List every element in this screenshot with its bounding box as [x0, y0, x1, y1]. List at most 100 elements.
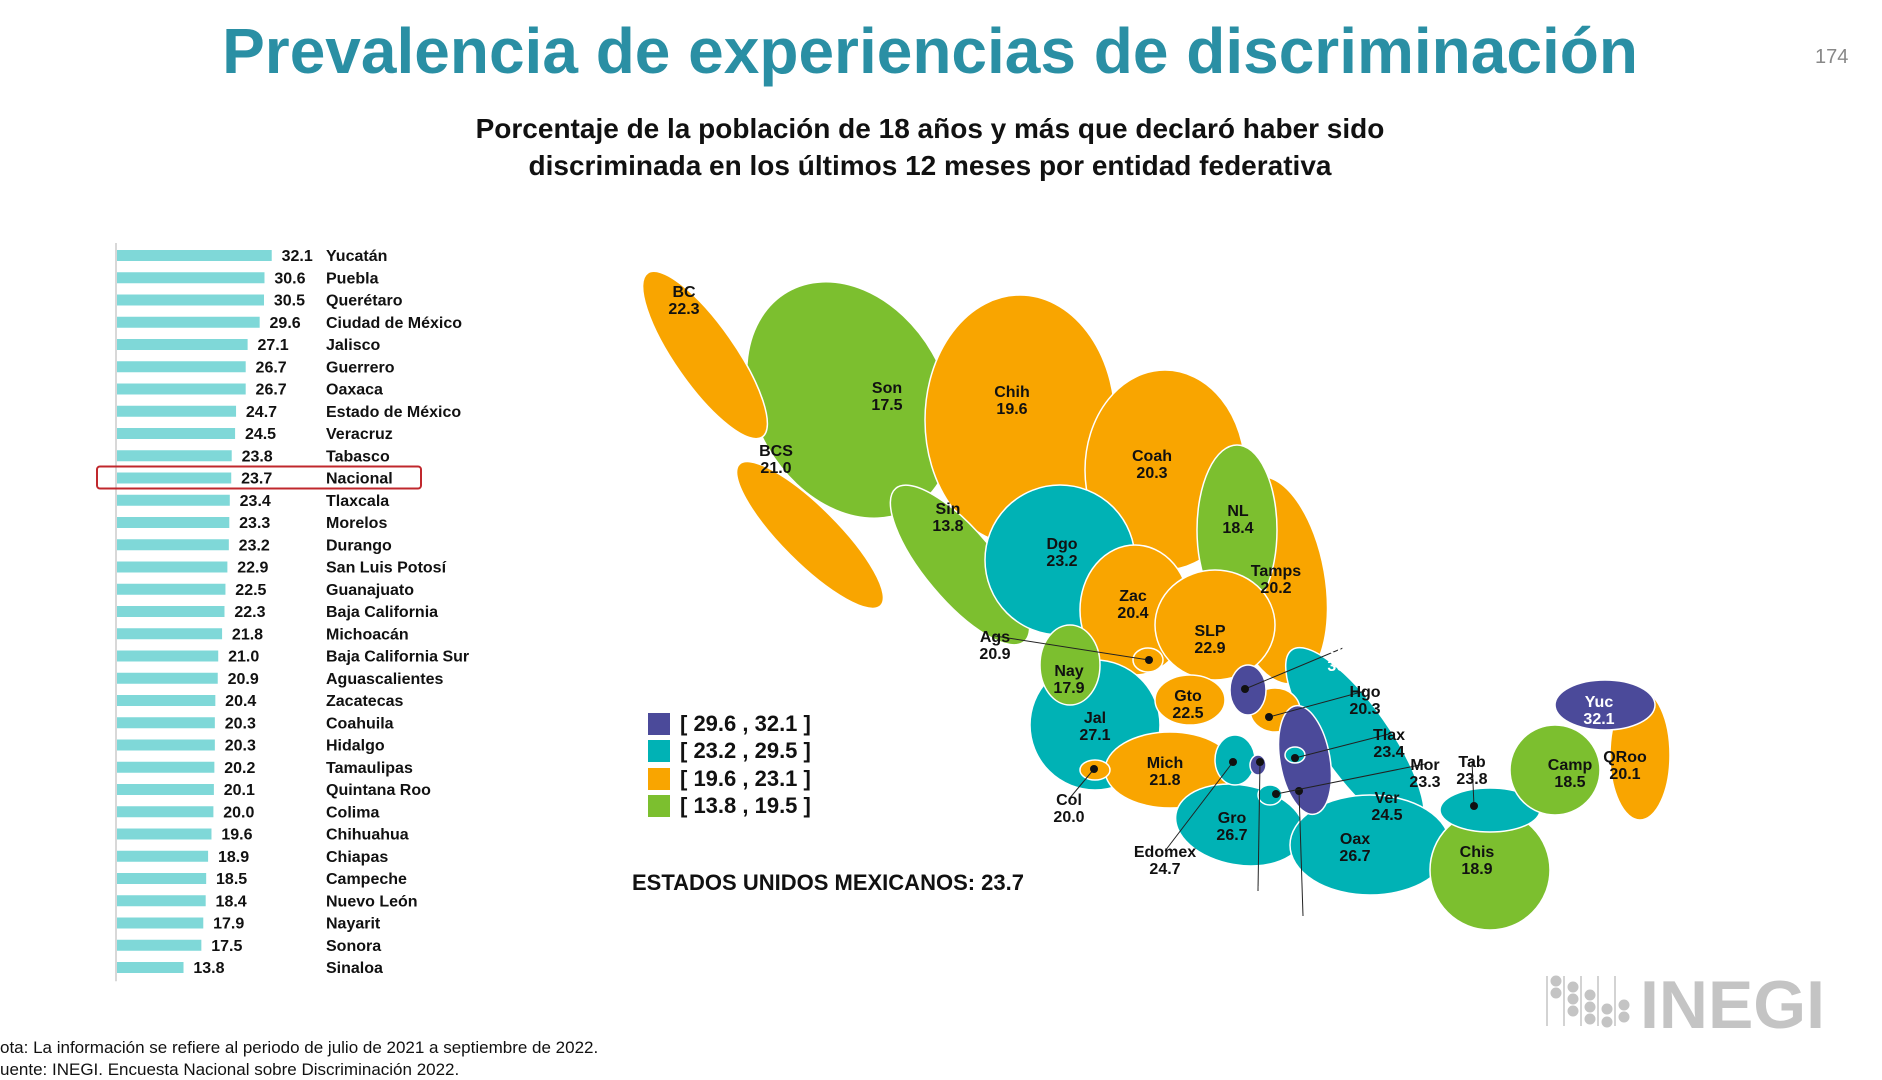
state-value: 30.6	[1287, 926, 1318, 943]
state-slp	[1154, 569, 1276, 681]
state-label: Hgo 20.3	[1349, 684, 1380, 718]
state-label: Jal 27.1	[1079, 710, 1110, 744]
leader-line	[1298, 790, 1304, 917]
bar-value-label: 13.8	[193, 960, 224, 977]
state-label: Col 20.0	[1053, 792, 1084, 826]
state-value: 27.1	[1079, 727, 1110, 744]
bar	[117, 761, 215, 773]
bar-category-label: Oaxaca	[326, 382, 383, 399]
state-abbr: Coah	[1132, 448, 1172, 465]
bar	[117, 717, 215, 729]
state-value: 23.4	[1373, 744, 1404, 761]
bar	[117, 828, 212, 840]
state-value: 24.7	[1149, 861, 1180, 878]
bar-value-label: 23.2	[239, 537, 270, 554]
state-dot	[1229, 758, 1237, 766]
legend-item: [ 13.8 , 19.5 ]	[648, 793, 811, 821]
state-bcs	[735, 460, 885, 610]
bar	[117, 339, 248, 350]
legend-label: [ 19.6 , 23.1 ]	[680, 765, 811, 791]
bar-category-label: Hidalgo	[326, 738, 385, 755]
state-abbr: Zac	[1119, 588, 1147, 605]
state-value: 20.2	[1260, 580, 1291, 597]
legend-label: [ 13.8 , 19.5 ]	[680, 793, 811, 819]
leader-line	[994, 635, 1150, 661]
bar-value-label: 18.4	[216, 893, 247, 910]
state-label: Zac 20.4	[1117, 588, 1148, 622]
bar-category-label: Chihuahua	[326, 827, 409, 844]
state-label: Tab 23.8	[1456, 754, 1487, 788]
bar-value-label: 21.8	[232, 626, 263, 643]
legend-swatch	[648, 740, 670, 763]
bar-category-label: Sonora	[326, 938, 381, 955]
state-label: CDMX 29.6	[1234, 884, 1281, 918]
state-label: Nay 17.9	[1053, 663, 1084, 697]
bar-value-label: 23.8	[242, 448, 273, 465]
legend-label: [ 29.6 , 32.1 ]	[680, 710, 811, 736]
state-dot	[1265, 713, 1273, 721]
bar-category-label: Veracruz	[326, 426, 393, 443]
bar	[117, 450, 232, 462]
state-value: 24.5	[1371, 807, 1402, 824]
state-label: Chih 19.6	[994, 384, 1030, 418]
state-abbr: Chih	[994, 384, 1030, 401]
state-value: 20.3	[1136, 465, 1167, 482]
bar-value-label: 17.9	[213, 916, 244, 933]
state-abbr: Yuc	[1585, 694, 1614, 711]
bar-category-label: Jalisco	[326, 337, 380, 354]
state-label: Yuc 32.1	[1583, 694, 1614, 728]
bar-value-label: 20.3	[225, 715, 256, 732]
leader-line	[1068, 768, 1095, 800]
bar-category-label: Nayarit	[326, 916, 381, 933]
state-value: 22.3	[668, 301, 699, 318]
footer-note: ota: La información se refiere al period…	[0, 1038, 599, 1057]
legend-swatch	[648, 712, 670, 735]
leader-line	[1268, 690, 1366, 718]
bar-value-label: 24.7	[246, 404, 277, 421]
state-abbr: Mich	[1147, 755, 1183, 772]
bar-value-label: 19.6	[221, 827, 252, 844]
bar	[117, 316, 260, 328]
subtitle-line-2: discriminada en los últimos 12 meses por…	[528, 150, 1332, 181]
state-abbr: Sin	[936, 501, 961, 518]
bar	[117, 472, 232, 484]
state-abbr: Hgo	[1349, 684, 1380, 701]
bar-value-label: 23.4	[240, 493, 271, 510]
state-label: SLP 22.9	[1194, 623, 1225, 657]
bar-value-label: 22.9	[237, 560, 268, 577]
bar-value-label: 17.5	[211, 938, 242, 955]
bar	[117, 650, 219, 662]
bar	[117, 361, 246, 373]
state-label: Gto 22.5	[1172, 688, 1203, 722]
bar-value-label: 30.6	[274, 270, 305, 287]
state-value: 20.9	[979, 646, 1010, 663]
state-value: 21.0	[760, 460, 791, 477]
bar-chart: 32.1 Yucatán 30.6 Puebla 30.5 Querétaro 29.6 Ci…	[96, 243, 469, 982]
state-label: Qro 30.5	[1327, 641, 1358, 675]
bar	[117, 606, 225, 617]
bar-category-label: Tabasco	[326, 448, 390, 465]
bar	[117, 405, 237, 417]
legend-item: [ 19.6 , 23.1 ]	[648, 765, 811, 793]
state-abbr: Mor	[1410, 757, 1439, 774]
bar-value-label: 26.7	[256, 382, 287, 399]
bar-value-label: 20.4	[225, 693, 256, 710]
bar-value-label: 24.5	[245, 426, 276, 443]
page-title: Prevalencia de experiencias de discrimin…	[222, 15, 1638, 87]
map-legend: [ 29.6 , 32.1 ] [ 23.2 , 29.5 ] [ 19.6 ,…	[648, 710, 811, 820]
bar-value-label: 20.1	[224, 782, 255, 799]
state-value: 32.1	[1583, 711, 1614, 728]
leader-line	[1471, 760, 1475, 807]
state-abbr: CDMX	[1234, 884, 1281, 901]
state-abbr: BC	[672, 284, 696, 301]
state-value: 18.5	[1554, 774, 1585, 791]
bar-value-label: 27.1	[257, 337, 288, 354]
bar-category-label: Ciudad de México	[326, 315, 462, 332]
state-abbr: Gro	[1218, 810, 1247, 827]
state-abbr: Dgo	[1046, 536, 1077, 553]
bar	[117, 672, 218, 684]
state-dot	[1241, 685, 1249, 693]
state-value: 29.6	[1242, 901, 1273, 918]
state-value: 18.9	[1461, 861, 1492, 878]
